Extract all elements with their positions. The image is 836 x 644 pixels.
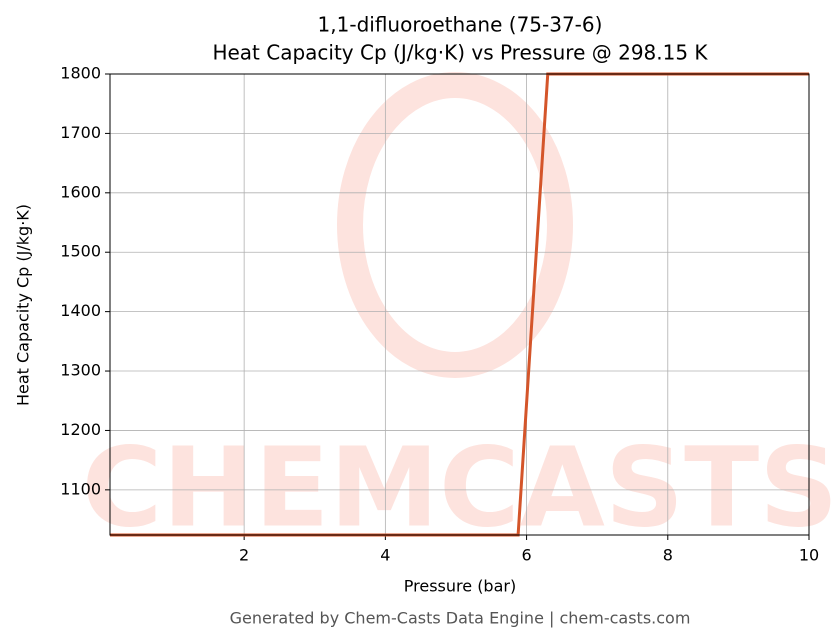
y-tick-label: 1400 [60, 301, 101, 320]
x-tick-label: 10 [799, 546, 819, 565]
chart-title: 1,1-difluoroethane (75-37-6) [318, 13, 603, 37]
chart-subtitle: Heat Capacity Cp (J/kg·K) vs Pressure @ … [212, 41, 708, 65]
y-axis-label: Heat Capacity Cp (J/kg·K) [14, 204, 33, 406]
y-tick-label: 1800 [60, 64, 101, 83]
x-tick-label: 2 [239, 546, 249, 565]
x-tick-label: 8 [663, 546, 673, 565]
y-tick-label: 1600 [60, 182, 101, 201]
y-tick-label: 1700 [60, 123, 101, 142]
x-axis-label: Pressure (bar) [404, 577, 516, 596]
watermark-logo [337, 72, 573, 378]
x-tick-label: 4 [380, 546, 390, 565]
y-tick-label: 1100 [60, 479, 101, 498]
watermark: CHEMCASTS [82, 423, 836, 551]
plot-frame [109, 73, 810, 536]
y-tick-label: 1200 [60, 420, 101, 439]
y-tick-label: 1300 [60, 361, 101, 380]
footer: Generated by Chem-Casts Data Engine | ch… [230, 609, 691, 628]
y-tick-label: 1500 [60, 242, 101, 261]
x-tick-label: 6 [521, 546, 531, 565]
